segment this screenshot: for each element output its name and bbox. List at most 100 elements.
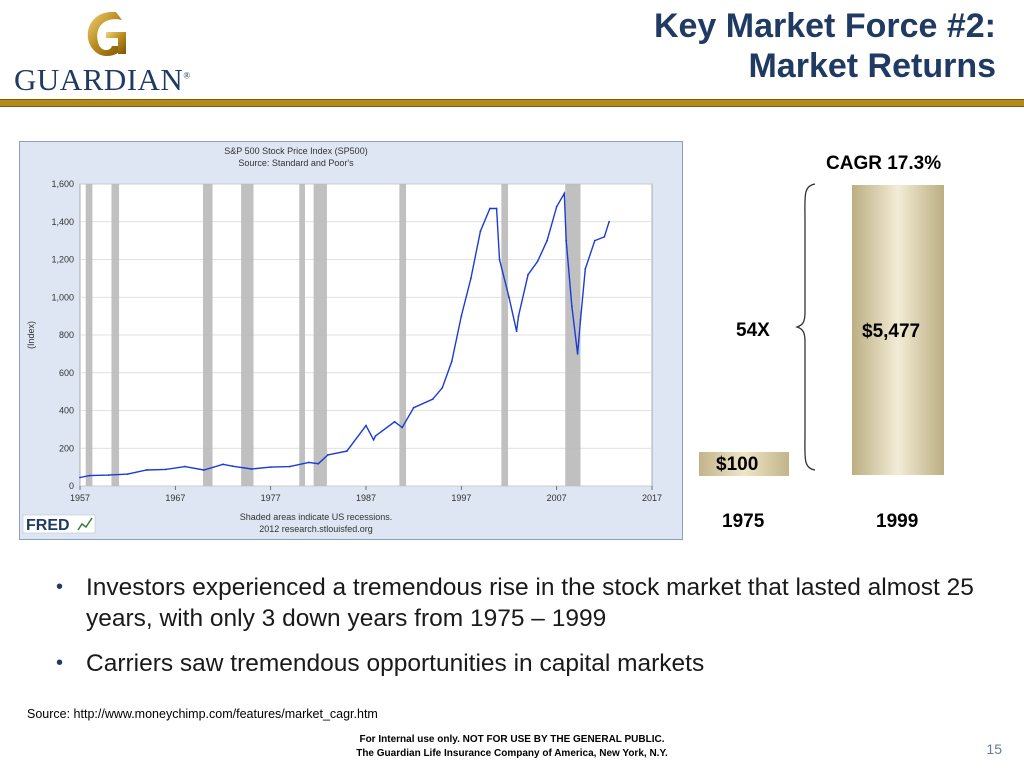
sp500-data-point bbox=[565, 239, 568, 242]
sp500-data-point bbox=[288, 465, 291, 468]
recession-band bbox=[241, 184, 254, 486]
bullet-item: • Investors experienced a tremendous ris… bbox=[56, 572, 1006, 634]
sp500-data-point bbox=[515, 330, 518, 333]
source-note: Source: http://www.moneychimp.com/featur… bbox=[27, 707, 378, 721]
sp500-chart: 0 200 400 600 800 1,000 1,200 1,400 1,600 1957 196… bbox=[19, 141, 683, 540]
registered-mark: ® bbox=[183, 70, 191, 81]
bar-1999 bbox=[852, 185, 944, 475]
sp500-data-point bbox=[527, 273, 529, 276]
chart-title: S&P 500 Stock Price Index (SP500) bbox=[224, 146, 367, 156]
sp500-data-point bbox=[317, 462, 320, 465]
recession-band bbox=[565, 184, 581, 486]
sp500-data-point bbox=[307, 461, 310, 464]
title-line-1: Key Market Force #2: bbox=[653, 7, 996, 45]
bullet-text: Carriers saw tremendous opportunities in… bbox=[86, 650, 705, 677]
logo-text: GUARDIAN bbox=[14, 62, 184, 97]
sp500-data-point bbox=[374, 435, 377, 437]
y-tick-label: 1,000 bbox=[51, 292, 74, 302]
cagr-label: CAGR 17.3% bbox=[826, 153, 942, 174]
bullet-dot-icon: • bbox=[56, 652, 64, 674]
recession-band bbox=[501, 184, 509, 486]
sp500-data-point bbox=[546, 239, 549, 242]
sp500-data-point bbox=[571, 305, 573, 308]
sp500-data-point bbox=[563, 192, 566, 195]
recession-band bbox=[85, 184, 93, 486]
bar-1975-label: 1975 bbox=[722, 511, 765, 532]
x-tick-label: 2017 bbox=[642, 493, 662, 503]
x-tick-label: 1967 bbox=[165, 493, 185, 503]
bar-1999-label: 1999 bbox=[876, 511, 919, 532]
chart-footnote: Shaded areas indicate US recessions. bbox=[240, 512, 393, 522]
y-axis-label: (Index) bbox=[26, 321, 36, 349]
recession-band bbox=[399, 184, 407, 486]
footer-line-1: For Internal use only. NOT FOR USE BY TH… bbox=[359, 734, 665, 745]
x-tick-label: 1957 bbox=[70, 493, 90, 503]
sp500-data-point bbox=[450, 360, 453, 363]
y-tick-label: 800 bbox=[59, 330, 74, 340]
footer: For Internal use only. NOT FOR USE BY TH… bbox=[0, 733, 1024, 761]
sp500-data-point bbox=[372, 438, 375, 441]
chart-credit: 2012 research.stlouisfed.org bbox=[259, 524, 373, 534]
fred-badge bbox=[22, 514, 96, 534]
sp500-data-point bbox=[603, 235, 606, 238]
sp500-data-point bbox=[593, 239, 596, 242]
sp500-data-point bbox=[498, 258, 501, 261]
recession-band bbox=[202, 184, 213, 486]
sp500-data-point bbox=[460, 315, 463, 318]
recession-band bbox=[111, 184, 120, 486]
x-tick-label: 1997 bbox=[451, 493, 471, 503]
sp500-data-point bbox=[584, 268, 587, 270]
sp500-data-point bbox=[126, 473, 129, 476]
recession-band bbox=[299, 184, 305, 486]
sp500-data-point bbox=[401, 426, 404, 429]
y-tick-label: 1,600 bbox=[51, 179, 74, 189]
bar-1975 bbox=[699, 452, 789, 476]
sp500-data-point bbox=[203, 469, 205, 471]
y-tick-label: 1,400 bbox=[51, 217, 74, 227]
sp500-data-point bbox=[250, 468, 253, 470]
sp500-data-point bbox=[145, 469, 148, 471]
sp500-data-point bbox=[231, 465, 234, 468]
sp500-data-point bbox=[79, 476, 81, 479]
sp500-data-point bbox=[326, 453, 329, 456]
sp500-data-point bbox=[269, 466, 272, 469]
sp500-data-point bbox=[508, 296, 510, 299]
sp500-data-point bbox=[88, 474, 91, 477]
sp500-data-point bbox=[365, 424, 367, 427]
header-divider bbox=[0, 99, 1024, 107]
title-line-2: Market Returns bbox=[748, 47, 996, 85]
guardian-g-icon bbox=[87, 11, 126, 57]
y-tick-label: 0 bbox=[69, 481, 74, 491]
sp500-data-point bbox=[579, 319, 582, 321]
sp500-series-line bbox=[79, 190, 610, 479]
sp500-data-point bbox=[555, 205, 558, 208]
sp500-data-point bbox=[495, 207, 498, 210]
fred-trend-icon bbox=[77, 517, 93, 531]
fred-logo: FRED bbox=[26, 517, 70, 534]
sp500-data-point bbox=[536, 260, 539, 263]
y-tick-label: 600 bbox=[59, 368, 74, 378]
sp500-data-point bbox=[107, 474, 110, 476]
sp500-data-point bbox=[608, 220, 610, 223]
growth-multiple: 54X bbox=[736, 320, 770, 341]
sp500-data-point bbox=[412, 406, 415, 409]
x-tick-label: 1977 bbox=[261, 493, 281, 503]
chart-subtitle: Source: Standard and Poor's bbox=[238, 158, 354, 168]
bullet-dot-icon: • bbox=[56, 576, 64, 598]
bar-1975-value: $100 bbox=[716, 454, 759, 475]
sp500-data-point bbox=[393, 420, 396, 423]
y-tick-label: 400 bbox=[59, 406, 74, 416]
sp500-data-point bbox=[431, 398, 434, 401]
sp500-data-point bbox=[346, 450, 348, 452]
sp500-data-point bbox=[441, 386, 444, 389]
sp500-data-point bbox=[576, 352, 579, 355]
brace-icon bbox=[795, 183, 816, 471]
y-tick-label: 200 bbox=[59, 443, 74, 453]
bar-1999-value: $5,477 bbox=[862, 321, 921, 342]
guardian-logo: GUARDIAN® bbox=[14, 6, 191, 97]
x-tick-label: 1987 bbox=[356, 493, 376, 503]
x-tick-label: 2007 bbox=[547, 493, 567, 503]
sp500-data-point bbox=[222, 463, 224, 466]
y-tick-label: 1,200 bbox=[51, 255, 74, 265]
sp500-data-point bbox=[489, 207, 491, 210]
